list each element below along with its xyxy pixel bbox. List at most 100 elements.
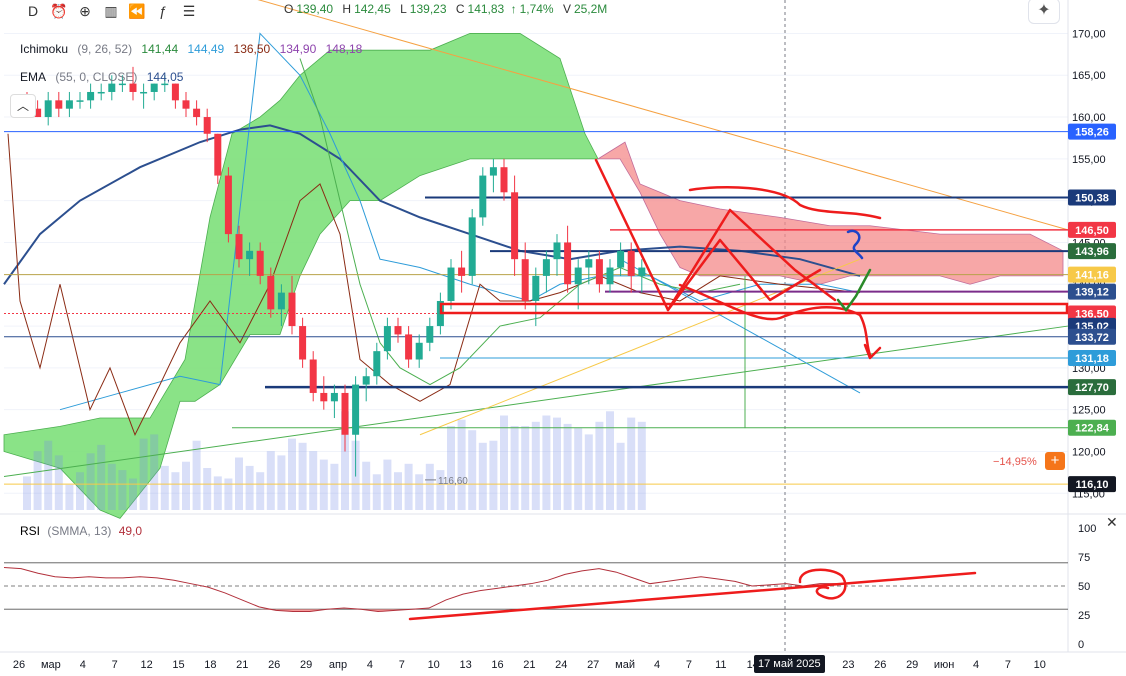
candle-body <box>76 100 84 102</box>
ema-legend[interactable]: EMA (55, 0, CLOSE) 144,05 <box>20 70 189 84</box>
trendline-orange <box>257 0 1069 231</box>
volume-bar <box>404 463 413 510</box>
volume-bar <box>616 442 625 510</box>
time-tick-label: 16 <box>491 659 503 671</box>
candle-body <box>553 242 561 260</box>
chevron-up-icon[interactable]: ︿ <box>10 94 36 118</box>
volume-bar <box>118 470 127 510</box>
candle-body <box>44 100 52 118</box>
time-tick-label: 7 <box>399 659 405 671</box>
rsi-tick-label: 100 <box>1078 523 1096 535</box>
alert-icon[interactable]: ⏰ <box>50 2 68 19</box>
time-tick-label: 10 <box>428 659 440 671</box>
candle-body <box>511 192 519 260</box>
volume-bar <box>478 442 487 510</box>
volume-bar <box>213 476 222 510</box>
settings-icon[interactable]: ☰ <box>182 2 196 19</box>
candle-body <box>150 83 158 92</box>
indicators-icon[interactable]: ▥ <box>104 2 118 19</box>
candle-body <box>447 267 455 301</box>
ichimoku-value-1: 141,44 <box>141 42 179 56</box>
bullish-cloud <box>3 33 599 519</box>
candle-body <box>405 334 413 360</box>
rsi-tick-label: 50 <box>1078 581 1090 593</box>
price-tag-label: 143,96 <box>1075 246 1109 258</box>
volume-bar <box>139 438 148 510</box>
rsi-pane <box>3 562 1068 621</box>
volume-bar <box>54 455 63 510</box>
candle-body <box>542 259 550 276</box>
annotation-cloud-top <box>688 186 882 220</box>
price-tag <box>1068 221 1116 238</box>
candle-body <box>55 100 63 109</box>
low-value: 139,23 <box>409 2 447 16</box>
chart-toolbar: D ⏰ ⊕ ▥ ⏪ ƒ ☰ <box>0 0 200 22</box>
volume-bar <box>298 442 307 510</box>
rsi-params: (SMMA, 13) <box>47 524 112 538</box>
interval-button[interactable]: D <box>27 3 39 19</box>
price-tag-label: 131,18 <box>1075 353 1109 365</box>
replay-icon[interactable]: ⏪ <box>128 2 146 19</box>
volume-bar <box>192 440 201 510</box>
candle-body <box>362 376 370 385</box>
candle-body <box>267 275 275 310</box>
price-tag-label: 150,38 <box>1075 192 1109 204</box>
candle-body <box>97 91 105 94</box>
trendline-green <box>3 325 1069 478</box>
volume-value: 25,2M <box>573 2 608 16</box>
volume-bar <box>372 474 381 510</box>
volume-bar <box>383 459 392 510</box>
volume-bar <box>44 440 53 510</box>
candle-body <box>256 250 264 276</box>
candle-body <box>500 167 508 193</box>
candle-body <box>627 250 635 276</box>
candle-body <box>373 351 381 377</box>
volume-bar <box>266 451 275 510</box>
volume-bar <box>33 451 42 510</box>
volume-bar <box>107 463 116 510</box>
close-icon[interactable]: ✕ <box>1106 514 1118 530</box>
time-tick-label: 21 <box>523 659 535 671</box>
ema-name: EMA <box>20 70 47 84</box>
bearish-cloud <box>596 141 1064 285</box>
formula-icon[interactable]: ƒ <box>159 3 167 19</box>
candle-body <box>352 384 360 435</box>
time-tick-label: 26 <box>13 659 25 671</box>
time-tick-label: 15 <box>172 659 184 671</box>
time-tick-label: 4 <box>654 659 660 671</box>
candle-body <box>309 359 317 393</box>
volume-bar <box>447 426 455 510</box>
time-tick-label: 21 <box>236 659 248 671</box>
time-tick-label: 29 <box>300 659 312 671</box>
ichimoku-legend[interactable]: Ichimoku (9, 26, 52) 141,44 144,49 136,5… <box>20 42 368 56</box>
time-tick-label: 26 <box>268 659 280 671</box>
candle-body <box>65 100 73 109</box>
price-tag-label: 133,72 <box>1075 332 1109 344</box>
candle-body <box>415 342 423 360</box>
volume-bar <box>510 426 519 510</box>
volume-bar <box>65 484 74 510</box>
sparkle-icon[interactable]: ✦ <box>1028 0 1060 24</box>
annotation-question-mark <box>846 229 864 260</box>
trendline-blue <box>619 258 861 394</box>
candle-body <box>118 83 126 86</box>
price-tag <box>1068 419 1116 436</box>
time-tick-label: 11 <box>715 659 726 671</box>
rsi-name: RSI <box>20 524 41 538</box>
ichimoku-name: Ichimoku <box>20 42 69 56</box>
crosshair-date-label: 17 май 2025 <box>754 655 825 673</box>
candle-body <box>288 292 296 327</box>
compare-icon[interactable]: ⊕ <box>79 2 91 19</box>
candle-body <box>214 133 222 176</box>
volume-bar <box>245 465 254 510</box>
rsi-tick-label: 25 <box>1078 610 1090 622</box>
volume-bar <box>76 472 84 510</box>
volume-bar <box>309 451 318 510</box>
volume-bar <box>23 476 31 510</box>
candle-body <box>277 292 285 310</box>
annotation-zigzag <box>594 158 837 312</box>
rsi-legend[interactable]: RSI (SMMA, 13) 49,0 <box>20 524 142 538</box>
volume-bar <box>574 428 583 510</box>
add-button[interactable]: + <box>1045 452 1065 470</box>
